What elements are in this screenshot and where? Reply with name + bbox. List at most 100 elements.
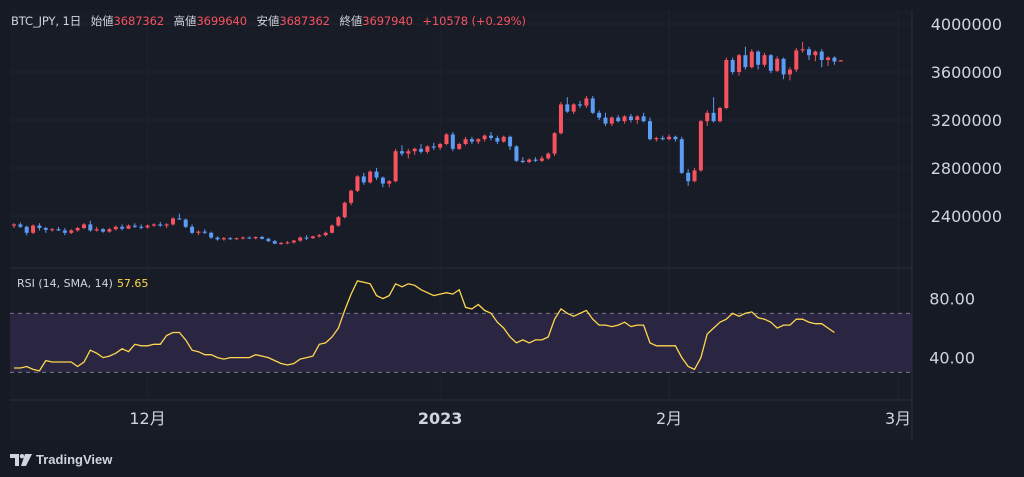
symbol-name[interactable]: BTC_JPY (11, 14, 56, 28)
candle-body (546, 153, 551, 159)
candle (533, 157, 538, 162)
candle-body (279, 243, 284, 244)
candle-body (69, 230, 74, 233)
candle (641, 112, 646, 123)
candle-body (342, 202, 347, 218)
candle (412, 147, 417, 155)
candle (304, 235, 309, 240)
price-tick-label: 2800000 (931, 159, 1002, 178)
candle-body (285, 242, 290, 244)
candle-body (317, 235, 322, 237)
rsi-value: 57.65 (116, 277, 149, 290)
candle (37, 223, 42, 231)
candle-body (361, 176, 366, 183)
candle (667, 134, 672, 141)
candle (768, 54, 773, 74)
candle (450, 132, 455, 152)
open-value: 3687362 (113, 14, 165, 28)
candle (336, 216, 341, 227)
candle (330, 224, 334, 234)
candle (463, 136, 468, 146)
candle (711, 97, 716, 123)
candle (565, 97, 570, 113)
candle (628, 114, 633, 123)
candle (374, 168, 379, 180)
candle-body (717, 108, 722, 122)
ohlc-legend[interactable]: BTC_JPY, 1日 始値3687362 高値3699640 安値368736… (11, 14, 526, 28)
candle (686, 169, 691, 186)
candle-body (539, 158, 544, 161)
candle (762, 52, 767, 68)
candle-body (667, 136, 672, 140)
rsi-tick-label: 80.00 (929, 290, 975, 309)
candle (240, 236, 245, 240)
candle (291, 240, 296, 244)
rsi-legend[interactable]: RSI (14, SMA, 14) 57.65 (17, 277, 148, 290)
candle-body (56, 229, 61, 231)
candle-body (469, 139, 474, 142)
candle (31, 224, 36, 234)
candle (323, 231, 328, 237)
candle-body (374, 171, 379, 178)
candle (196, 230, 201, 236)
tradingview-brand[interactable]: TradingView (10, 452, 112, 467)
candle (253, 236, 258, 240)
candle-body (272, 241, 277, 244)
rsi-band (10, 312, 912, 373)
candle (399, 145, 404, 156)
candle-body (260, 237, 265, 239)
candle (158, 222, 163, 227)
candle (18, 222, 23, 228)
candle-body (107, 229, 112, 232)
candle (648, 117, 652, 141)
candle-body (240, 237, 245, 239)
candle-body (679, 139, 684, 173)
rsi-tick-label: 40.00 (929, 349, 975, 368)
candle-body (88, 224, 93, 231)
candle-body (520, 160, 525, 162)
low-value: 3687362 (279, 14, 330, 28)
candle-body (628, 116, 633, 120)
candle-body (438, 144, 443, 148)
candle (202, 229, 207, 234)
candle-body (457, 144, 462, 149)
candle (209, 231, 214, 239)
time-axis[interactable]: 12月20232月3月4月 (129, 409, 1024, 428)
candle-body (768, 55, 773, 71)
time-tick-label: 2月 (656, 409, 682, 428)
candle (406, 148, 411, 159)
candle (355, 175, 360, 192)
candle-body (705, 112, 710, 122)
candle-body (501, 136, 506, 142)
candle-body (304, 237, 309, 239)
candle (151, 223, 156, 227)
candle (495, 135, 500, 144)
candle-body (686, 172, 691, 182)
rsi-axis[interactable]: 40.00 80.00 (929, 290, 975, 368)
candle (113, 225, 118, 231)
candle-body (355, 176, 360, 191)
candle (679, 136, 684, 174)
candle (221, 237, 226, 241)
candle (489, 132, 493, 141)
candle (215, 236, 220, 241)
candle (164, 223, 169, 228)
candle-body (673, 136, 678, 140)
candle-body (190, 226, 195, 233)
candle (552, 132, 557, 156)
candle (139, 224, 144, 230)
candle (342, 201, 347, 219)
candle (361, 172, 366, 185)
candle (775, 56, 780, 72)
candle (107, 228, 112, 233)
candle-body (463, 139, 468, 144)
candle (145, 224, 150, 229)
candle-body (399, 151, 404, 154)
candle (94, 226, 99, 232)
candle-body (94, 229, 99, 231)
candle (673, 135, 678, 142)
candle-body (482, 135, 487, 140)
candle (469, 136, 474, 144)
price-axis[interactable]: 2400000 2800000 3200000 3600000 4000000 (931, 15, 1002, 226)
time-tick-label: 3月 (885, 409, 911, 428)
